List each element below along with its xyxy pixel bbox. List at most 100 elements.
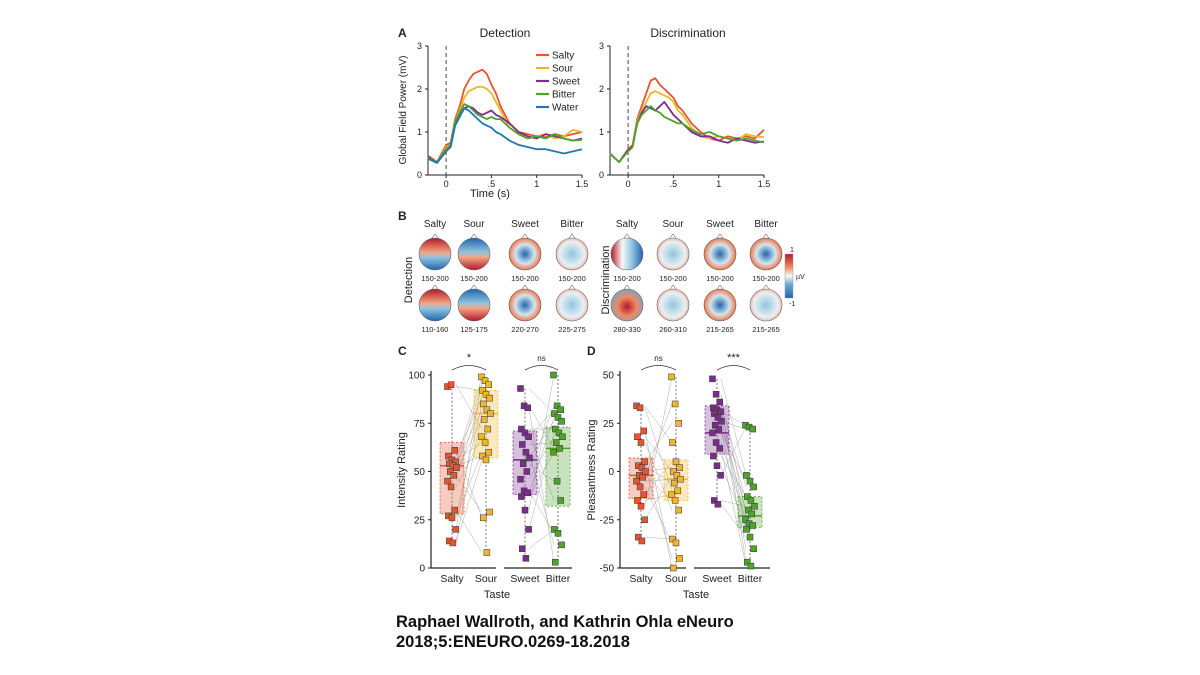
data-point (444, 477, 451, 485)
pair-line (455, 384, 483, 468)
data-point (710, 452, 717, 460)
significance-bracket (524, 365, 559, 371)
data-point (525, 433, 532, 441)
pair-line (720, 500, 747, 507)
nose-icon (470, 233, 478, 239)
chart-title-discrimination: Discrimination (650, 26, 725, 40)
data-point (642, 468, 649, 475)
pair-line (528, 409, 555, 437)
data-point (551, 526, 558, 533)
data-point (636, 404, 644, 412)
data-point (480, 416, 488, 423)
data-point (483, 406, 491, 413)
pair-line (644, 407, 673, 491)
data-point (637, 502, 645, 510)
data-point (550, 448, 557, 456)
pair-line (644, 376, 673, 507)
colorbar-unit: µV (796, 274, 805, 281)
data-point (558, 418, 565, 425)
data-point (709, 375, 716, 383)
data-point (519, 441, 526, 448)
data-point (671, 497, 679, 504)
topo-taste-label: Bitter (560, 219, 584, 230)
pair-line (455, 509, 483, 553)
pair-line (455, 409, 483, 464)
data-point (634, 433, 641, 441)
pair-line (528, 490, 555, 534)
data-point (749, 522, 756, 529)
topo-window-label: 215-265 (706, 325, 734, 334)
topo-map (749, 237, 783, 271)
topo-map (457, 288, 491, 322)
pair-line (455, 452, 483, 518)
legend-label-sweet: Sweet (552, 77, 580, 88)
x-tick-label: 0 (626, 179, 631, 189)
data-point (712, 439, 720, 446)
pair-line (644, 436, 673, 472)
legend-label-salty: Salty (552, 51, 574, 62)
x-tick-label: Bitter (546, 573, 571, 585)
panel-a-legend: Salty Sour Sweet Bitter Water (536, 51, 580, 114)
data-point (485, 448, 492, 456)
topo-taste-label: Sour (463, 219, 485, 230)
data-point (714, 501, 722, 508)
pair-line (720, 448, 747, 567)
data-point (446, 468, 454, 475)
pair-line (455, 394, 483, 482)
topo-window-label: 150-200 (558, 274, 586, 283)
pair-line (455, 459, 483, 543)
data-point (711, 421, 719, 429)
x-tick-label: 1 (716, 179, 721, 189)
y-tick-label: 0 (419, 564, 425, 575)
pair-line (455, 403, 483, 516)
x-tick-label: 1.5 (576, 179, 589, 189)
topo-taste-label: Sweet (511, 219, 539, 230)
colorbar (784, 253, 794, 299)
pair-line (720, 504, 747, 538)
data-point (635, 533, 642, 541)
topo-map (610, 237, 644, 271)
topo-window-label: 215-265 (752, 325, 780, 334)
pair-line (528, 529, 555, 549)
y-tick-label: 75 (414, 419, 426, 430)
data-point (670, 564, 677, 572)
legend-label-sour: Sour (552, 64, 574, 75)
topo-map (610, 288, 644, 322)
pair-line (455, 450, 483, 518)
data-point (524, 489, 531, 496)
pair-line (720, 411, 747, 426)
data-point (551, 410, 558, 417)
panel-c-xlabel: Taste (484, 589, 510, 601)
data-point (481, 377, 489, 385)
data-point (715, 425, 723, 433)
pair-line (455, 413, 483, 542)
data-point (674, 487, 682, 495)
data-point (524, 404, 531, 412)
topo-map (703, 237, 737, 271)
nose-icon (431, 284, 439, 290)
data-point (482, 456, 490, 464)
y-tick-label: 50 (603, 371, 615, 382)
panel-a-letter: A (398, 26, 407, 40)
data-point (713, 462, 721, 469)
data-point (450, 472, 458, 479)
data-point (555, 429, 563, 437)
data-point (677, 475, 684, 483)
data-point (557, 497, 564, 504)
significance-label: * (467, 352, 472, 364)
data-point (517, 385, 524, 392)
data-point (633, 477, 640, 485)
data-point (558, 541, 565, 549)
data-point (445, 452, 452, 460)
data-point (675, 420, 682, 427)
topo-map (508, 237, 542, 271)
data-point (638, 537, 646, 545)
data-point (480, 514, 487, 522)
panel-c-ylabel: Intensity Rating (396, 432, 408, 508)
pair-line (455, 436, 483, 488)
topo-window-label: 150-200 (421, 274, 449, 283)
pair-line (644, 475, 673, 501)
data-point (552, 439, 560, 446)
data-point (671, 400, 679, 408)
colorbar-min: -1 (789, 301, 795, 308)
